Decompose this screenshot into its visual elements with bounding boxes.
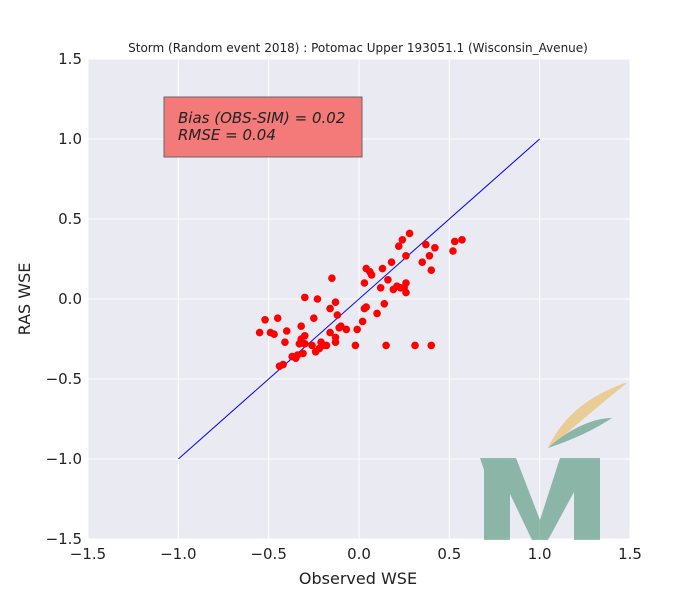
data-point	[273, 314, 282, 323]
x-tick-label: 1.5	[618, 545, 642, 563]
data-point	[310, 314, 318, 323]
data-point	[333, 311, 342, 319]
data-point	[270, 330, 278, 339]
data-point	[301, 340, 309, 348]
data-point	[373, 309, 381, 318]
data-point	[425, 252, 434, 260]
y-axis-label: RAS WSE	[15, 263, 34, 336]
data-point	[299, 349, 307, 358]
data-point	[326, 304, 334, 313]
logo-m-shape	[480, 458, 600, 540]
data-point	[418, 258, 427, 267]
data-point	[450, 237, 459, 246]
y-tick-label: 0.5	[58, 210, 82, 228]
data-point	[282, 327, 291, 335]
data-point	[380, 300, 389, 308]
data-point	[351, 341, 360, 350]
y-tick-label: −1.5	[46, 530, 82, 548]
data-points	[255, 229, 466, 371]
data-point	[367, 271, 376, 279]
data-point	[394, 242, 403, 250]
y-tick-label: −0.5	[46, 370, 82, 388]
stats-annotation: Bias (OBS-SIM) = 0.02 RMSE = 0.04	[163, 96, 363, 158]
x-axis-label: Observed WSE	[299, 569, 417, 588]
stats-box	[163, 96, 363, 158]
logo-lower-leaf	[548, 418, 612, 448]
data-point	[301, 293, 309, 302]
data-point	[431, 244, 439, 252]
data-point	[313, 295, 322, 303]
data-point	[449, 247, 457, 255]
data-point	[353, 325, 361, 334]
data-point	[261, 316, 269, 324]
watermark-logo	[480, 382, 628, 540]
x-tick-label: 1.0	[528, 545, 552, 563]
data-point	[398, 236, 407, 244]
y-tick-label: 1.0	[58, 130, 82, 148]
x-tick-label: −1.0	[160, 545, 196, 563]
data-point	[387, 258, 396, 267]
data-point	[322, 341, 331, 350]
x-tick-labels: −1.5 −1.0 −0.5 0.0 0.5 1.0 1.5	[70, 545, 642, 563]
bias-text: Bias (OBS-SIM) = 0.02	[178, 109, 345, 127]
data-point	[422, 240, 430, 249]
x-tick-label: −0.5	[250, 545, 286, 563]
y-tick-label: 1.5	[58, 50, 82, 68]
logo-upper-leaf	[548, 382, 628, 448]
x-tick-label: −1.5	[70, 545, 106, 563]
data-point	[384, 276, 392, 284]
data-point	[308, 341, 316, 350]
data-point	[427, 341, 436, 350]
y-tick-label: 0.0	[58, 290, 82, 308]
chart-title: Storm (Random event 2018) : Potomac Uppe…	[128, 41, 588, 55]
data-point	[331, 338, 340, 347]
data-point	[411, 341, 419, 350]
data-point	[360, 279, 369, 287]
data-point	[358, 317, 367, 326]
data-point	[255, 328, 264, 337]
x-tick-label: 0.0	[347, 545, 371, 563]
data-point	[281, 338, 289, 347]
data-point	[297, 322, 305, 331]
data-point	[328, 274, 336, 283]
y-tick-label: −1.0	[46, 450, 82, 468]
data-point	[378, 264, 387, 273]
data-point	[458, 236, 466, 244]
data-point	[362, 303, 371, 311]
data-point	[427, 266, 436, 275]
data-point	[301, 332, 309, 340]
rmse-text: RMSE = 0.04	[178, 126, 276, 144]
data-point	[402, 252, 410, 260]
data-point	[331, 298, 340, 307]
y-tick-labels: −1.5 −1.0 −0.5 0.0 0.5 1.0 1.5	[46, 50, 82, 548]
data-point	[376, 284, 385, 292]
data-point	[402, 279, 410, 287]
data-point	[382, 341, 390, 350]
data-point	[405, 229, 414, 238]
x-tick-label: 0.5	[437, 545, 461, 563]
data-point	[402, 288, 410, 297]
reference-line	[178, 138, 540, 460]
data-point	[326, 328, 334, 337]
data-point	[279, 360, 287, 369]
data-point	[342, 325, 351, 334]
